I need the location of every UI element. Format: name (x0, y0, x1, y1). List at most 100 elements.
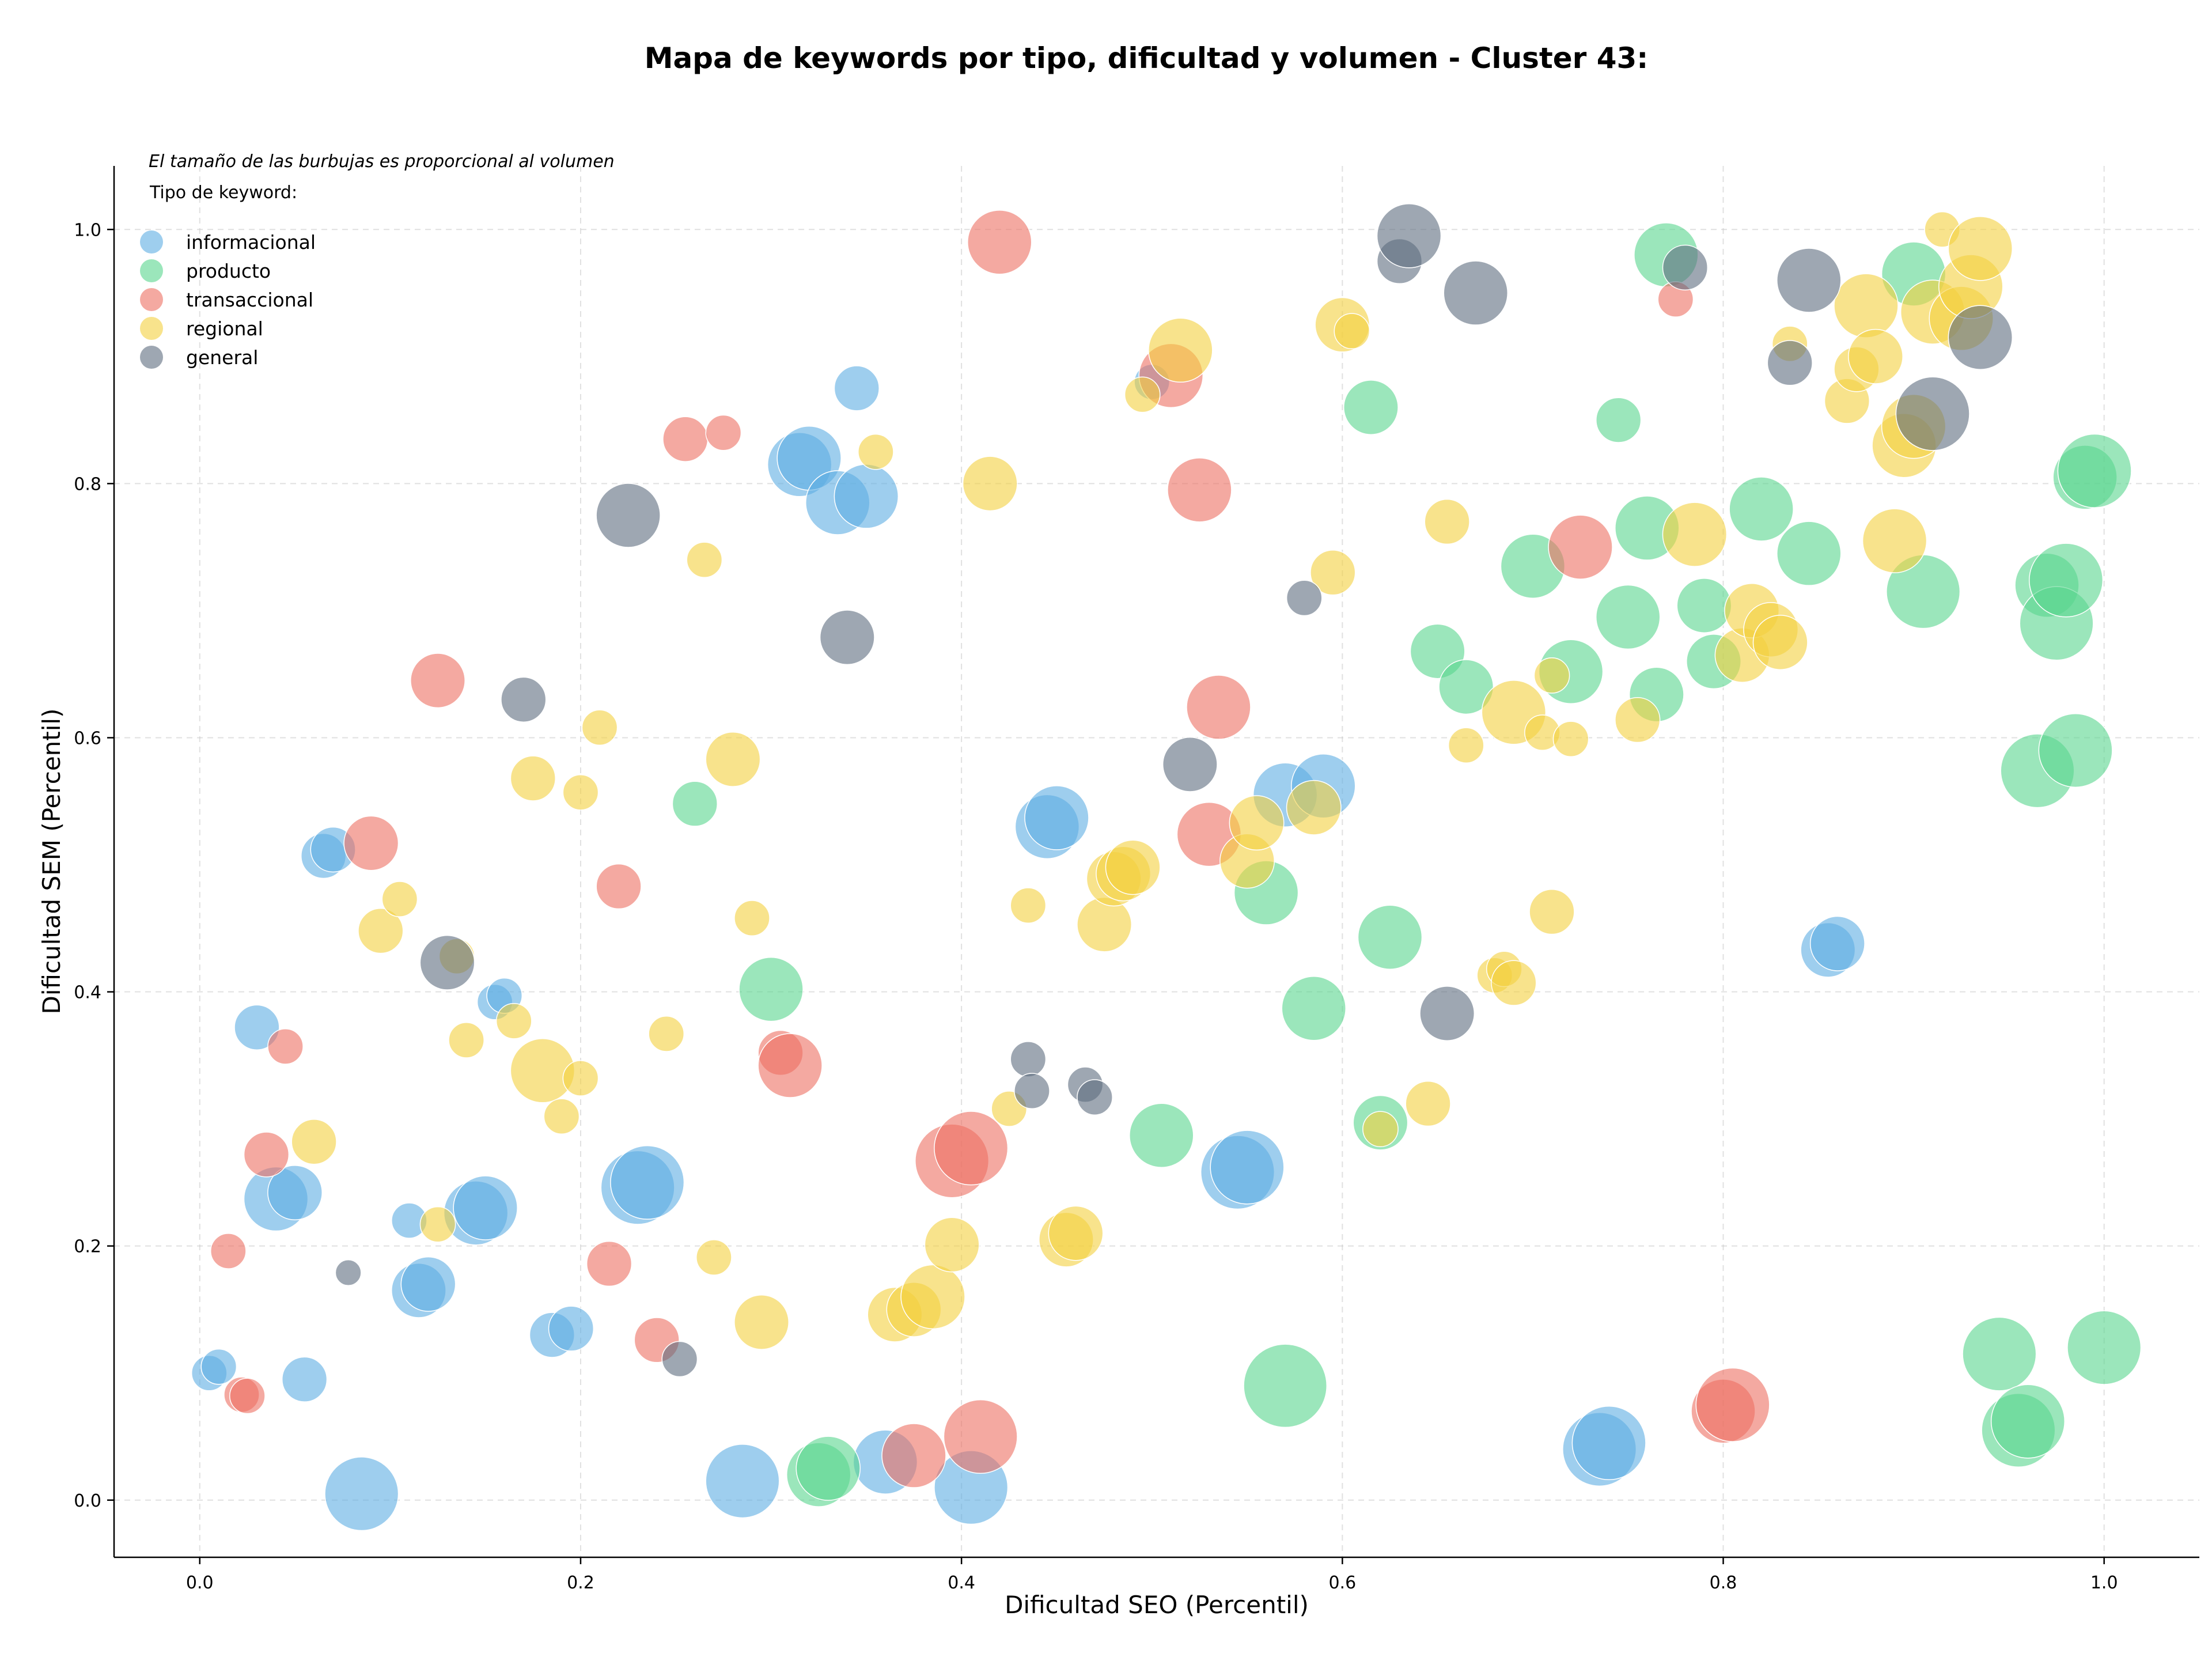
bubble-regional (962, 456, 1018, 512)
bubble-transaccional (1695, 1367, 1770, 1442)
bubble-producto (1596, 397, 1642, 443)
bubble-producto (1129, 1103, 1194, 1168)
bubble-regional (1048, 1205, 1104, 1261)
bubble-informacional (1210, 1130, 1285, 1205)
bubble-informacional (453, 1175, 518, 1240)
bubble-producto (2057, 433, 2132, 508)
legend-marker-regional (140, 317, 163, 340)
bubble-transaccional (1548, 514, 1613, 580)
bubble-regional (858, 433, 894, 470)
bubble-regional (1010, 887, 1047, 924)
bubble-regional (358, 908, 404, 954)
bubble-regional (562, 1060, 599, 1096)
bubble-regional (1848, 328, 1903, 384)
bubble-informacional (324, 1456, 399, 1531)
bubble-regional (1148, 317, 1213, 383)
x-tick-label: 0.0 (186, 1573, 214, 1593)
bubble-general (661, 1341, 698, 1378)
y-tick-label: 0.8 (74, 474, 101, 494)
bubble-regional (734, 900, 770, 936)
legend-label-informacional: informacional (186, 231, 316, 253)
axis-ticks: 0.0 0.2 0.4 0.6 0.8 1.0 0.0 0.2 0.4 0.6 0.8 1.0 (74, 220, 2118, 1593)
bubble-general (1662, 244, 1709, 291)
bubble-general (1948, 305, 2013, 370)
x-tick-label: 1.0 (2090, 1573, 2118, 1593)
bubble-producto (738, 956, 804, 1022)
bubble-transaccional (343, 815, 399, 871)
bubble-regional (924, 1217, 980, 1273)
legend: informacional producto transaccional region… (140, 230, 316, 369)
bubble-transaccional (229, 1378, 266, 1414)
bubble-regional (581, 709, 618, 746)
bubble-regional (734, 1295, 789, 1350)
legend-label-transaccional: transaccional (186, 289, 313, 311)
bubble-regional (1362, 1111, 1399, 1148)
bubble-general (819, 610, 875, 665)
bubble-regional (1229, 795, 1285, 851)
bubble-transaccional (267, 1028, 304, 1065)
bubble-informacional (400, 1256, 456, 1312)
bubble-regional (1491, 960, 1537, 1006)
x-tick-label: 0.8 (1710, 1573, 1737, 1593)
bubble-producto (2029, 543, 2104, 618)
bubble-general (419, 934, 475, 990)
bubble-producto (672, 781, 718, 827)
bubble-regional (900, 1264, 965, 1330)
bubble-regional (1862, 508, 1927, 573)
bubble-transaccional (967, 210, 1032, 275)
bubble-regional (1310, 550, 1356, 596)
bubble-general (1286, 580, 1323, 616)
bubble-informacional (1571, 1405, 1646, 1481)
bubble-general (596, 483, 661, 548)
bubble-transaccional (210, 1233, 247, 1269)
bubble-regional (1077, 896, 1132, 952)
bubble-regional (1105, 839, 1161, 895)
bubble-layer (191, 203, 2142, 1531)
x-axis-label: Dificultad SEO (Percentil) (1005, 1591, 1309, 1619)
bubble-informacional (834, 464, 899, 529)
bubble-transaccional (943, 1399, 1018, 1474)
bubble-general (1014, 1073, 1050, 1109)
bubble-regional (1662, 502, 1728, 567)
x-tick-label: 0.4 (948, 1573, 975, 1593)
bubble-regional (1615, 697, 1661, 743)
bubble-regional (1334, 313, 1370, 350)
bubble-producto (1676, 578, 1732, 634)
bubble-regional (696, 1239, 732, 1276)
bubble-informacional (610, 1145, 685, 1220)
bubble-transaccional (243, 1132, 290, 1178)
bubble-producto (1357, 905, 1423, 970)
legend-label-producto: producto (186, 260, 271, 282)
bubble-regional (495, 1002, 532, 1039)
bubble-regional (291, 1119, 337, 1165)
y-axis-label: Dificultad SEM (Percentil) (37, 709, 66, 1015)
bubble-transaccional (881, 1423, 946, 1488)
bubble-regional (1529, 888, 1575, 935)
bubble-regional (1405, 1080, 1451, 1127)
legend-marker-transaccional (140, 288, 163, 311)
bubble-general (1443, 260, 1508, 326)
bubble-producto (1281, 975, 1346, 1041)
y-tick-label: 0.0 (74, 1491, 101, 1511)
bubble-general (1077, 1079, 1113, 1115)
legend-marker-informacional (140, 230, 163, 253)
bubble-transaccional (757, 1033, 823, 1098)
bubble-informacional (834, 365, 880, 411)
bubble-general (1777, 248, 1842, 313)
bubble-regional (562, 774, 599, 811)
bubble-transaccional (410, 653, 465, 709)
bubble-producto (1962, 1316, 2037, 1391)
bubble-transaccional (934, 1111, 1009, 1186)
bubble-regional (1552, 721, 1589, 758)
bubble-general (1895, 376, 1970, 451)
y-tick-label: 0.4 (74, 983, 101, 1003)
legend-title: Tipo de keyword: (149, 183, 297, 203)
y-tick-label: 1.0 (74, 220, 101, 240)
bubble-producto (1343, 380, 1399, 435)
bubble-producto (1777, 521, 1842, 586)
legend-label-regional: regional (186, 317, 263, 340)
bubble-informacional (1809, 915, 1865, 971)
bubble-regional (648, 1015, 685, 1052)
bubble-transaccional (596, 863, 642, 910)
